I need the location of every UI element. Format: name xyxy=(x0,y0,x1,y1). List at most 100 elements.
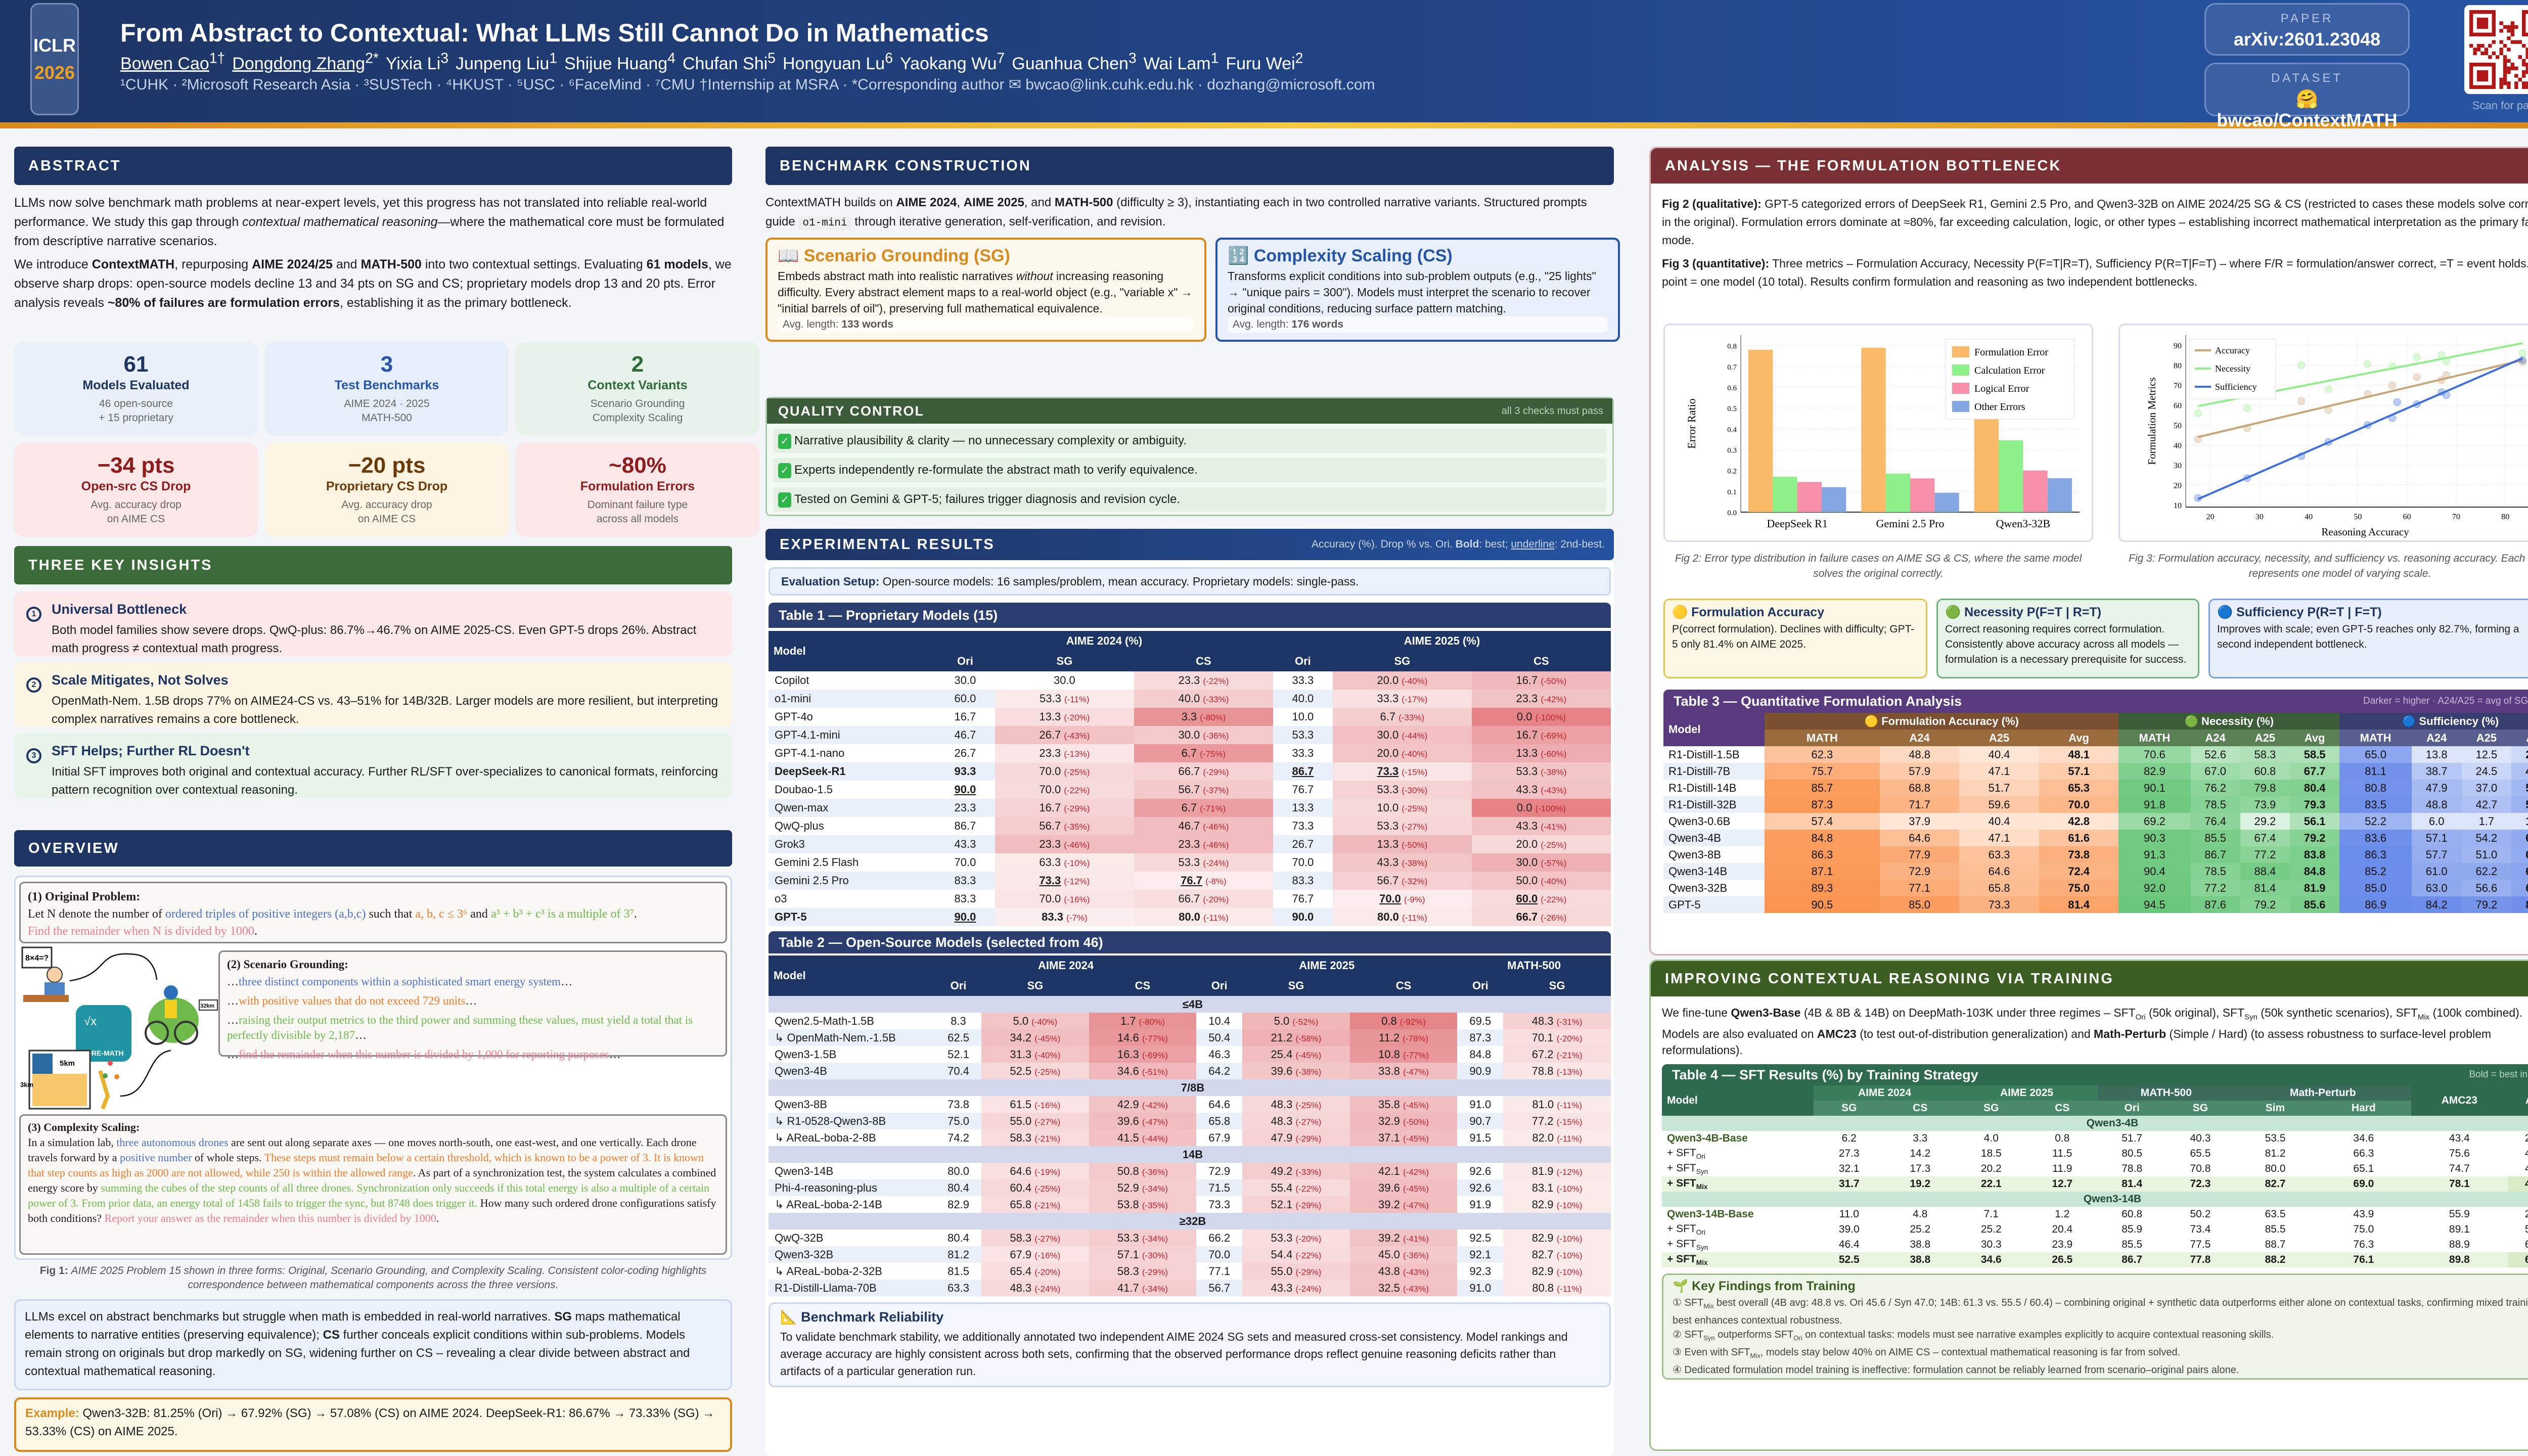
y-tick-label: 80 xyxy=(2174,361,2182,370)
table-cell: 48.1 xyxy=(2039,746,2119,763)
qr-module xyxy=(2507,85,2511,89)
table-cell: 90.4 xyxy=(2118,863,2191,880)
qr-module xyxy=(2503,74,2507,78)
table-row: Doubao-1.5 90.0 70.0 (-22%) 56.7 (-37%) 76.7… xyxy=(769,781,1611,799)
table-cell: 77.9 xyxy=(1879,846,1960,863)
qr-module xyxy=(2525,81,2528,85)
table-cell: 13.5 xyxy=(2511,813,2528,830)
table-cell: 73.3 xyxy=(1196,1196,1243,1213)
results-note: Accuracy (%). Drop % vs. Ori. xyxy=(1311,538,1456,550)
overview-summary: LLMs excel on abstract benchmarks but st… xyxy=(14,1299,732,1390)
qr-module xyxy=(2507,36,2511,40)
scatter-point xyxy=(2413,353,2421,361)
table-cell: 84.8 xyxy=(1765,830,1880,846)
table-cell: 66.3 xyxy=(2316,1146,2412,1161)
table-cell: 53.3 (-24%) xyxy=(1134,853,1273,872)
qr-module xyxy=(2507,25,2511,29)
table-cell: 87.3 xyxy=(1457,1029,1504,1046)
table-row: ↳ AReaL-boba-2-32B 81.5 65.4 (-20%) 58.3 (-… xyxy=(769,1263,1611,1280)
author: Yixia Li3 xyxy=(385,51,448,74)
x-tick-label: 30 xyxy=(2255,513,2264,521)
table-cell: 41.5 (-44%) xyxy=(1089,1129,1197,1146)
table-cell: 45.0 (-36%) xyxy=(1349,1246,1458,1263)
column-header: MATH xyxy=(2339,730,2412,746)
author: Guanhua Chen3 xyxy=(1012,51,1137,74)
metric-card-title: 🔵 Sufficiency P(R=T | F=T) xyxy=(2217,605,2382,619)
table-cell: 80.8 (-11%) xyxy=(1503,1280,1611,1296)
qr-module xyxy=(2525,51,2528,56)
table-cell: 87.3 xyxy=(1765,796,1880,813)
table-cell: 73.3 xyxy=(1273,817,1333,835)
table-cell: 70.0 (-25%) xyxy=(995,762,1134,781)
header-accent-bar xyxy=(0,122,2528,128)
ellipsis: … xyxy=(227,994,239,1007)
qr-code[interactable] xyxy=(2464,5,2528,94)
table-cell: 53.8 (-35%) xyxy=(1089,1196,1197,1213)
y-tick-label: 10 xyxy=(2174,502,2182,510)
model-name: + SFTOri xyxy=(1662,1146,1814,1161)
cs-positive: positive number xyxy=(120,1151,192,1164)
bar xyxy=(2023,470,2048,512)
table-cell: 70.8 xyxy=(2166,1161,2235,1176)
table-cell: 78.8 (-13%) xyxy=(1503,1063,1611,1079)
table-cell: 42.8 xyxy=(2039,813,2119,830)
column-group-header: 🔵 Sufficiency (%) xyxy=(2339,713,2528,730)
table-cell: 69.2 xyxy=(2118,813,2191,830)
column-header: Ori xyxy=(1457,976,1504,996)
qr-module xyxy=(2476,48,2481,52)
table-cell: 13.8 xyxy=(2411,746,2462,763)
table-cell: 31.7 xyxy=(1814,1176,1885,1192)
fig2-bar-chart: 0.0 0.1 0.2 0.3 0.4 0.5 0.6 0.7 0.8 Error Ratio De… xyxy=(1685,335,2080,530)
fig3-text: Three metrics – Formulation Accuracy, Ne… xyxy=(1662,257,2528,288)
table-4: Table 4 — SFT Results (%) by Training St… xyxy=(1662,1064,2528,1267)
paper-id: arXiv:2601.23048 xyxy=(2233,29,2381,50)
table-cell: 81.4 xyxy=(2039,896,2119,913)
key-findings-list: ① SFTMix best overall (4B avg: 48.8 vs. … xyxy=(1673,1296,2528,1377)
graph-icon xyxy=(108,1061,113,1066)
table-cell: 46.7 (-46%) xyxy=(1134,817,1273,835)
insight-text: Initial SFT improves both original and c… xyxy=(52,765,718,797)
table-cell: 60.0 (-22%) xyxy=(1471,890,1611,908)
stat-card: ~80% Formulation Errors Dominant failure t… xyxy=(516,443,759,537)
x-tick-label: 70 xyxy=(2452,513,2460,521)
length-label: Avg. length: xyxy=(1233,318,1292,330)
table-cell: 73.8 xyxy=(2039,846,2119,863)
dataset-link-badge[interactable]: DATASET 🤗 bwcao/ContextMATH xyxy=(2204,63,2410,130)
column-header: Ori xyxy=(1196,976,1243,996)
bar xyxy=(1910,478,1935,512)
table-cell: 60.4 xyxy=(2507,1237,2528,1252)
table-cell: 50.8 (-36%) xyxy=(1089,1163,1197,1179)
table-cell: 32.9 (-50%) xyxy=(1349,1113,1458,1129)
table-row: ↳ R1-0528-Qwen3-8B 75.0 55.0 (-27%) 39.6 (-… xyxy=(769,1113,1611,1129)
model-name: R1-Distill-7B xyxy=(1663,763,1765,780)
paper-link-badge[interactable]: PAPER arXiv:2601.23048 xyxy=(2204,3,2410,56)
figure-caption-text: AIME 2025 Problem 15 shown in three form… xyxy=(71,1265,707,1291)
table-cell: 46.3 xyxy=(1196,1046,1243,1063)
column-header: Ori xyxy=(935,651,995,671)
table-cell: 77.5 xyxy=(2166,1237,2235,1252)
table-row: + SFTMix 31.7 19.2 22.1 12.7 81.4 72.3 82.7 69.0… xyxy=(1662,1176,2528,1192)
table-4-caption: Table 4 — SFT Results (%) by Training St… xyxy=(1672,1067,1978,1082)
table-cell: 40.0 (-33%) xyxy=(1134,690,1273,708)
qr-code-icon xyxy=(2469,10,2528,89)
model-name: Qwen3-8B xyxy=(769,1096,935,1113)
table-cell: 82.7 xyxy=(2234,1176,2316,1192)
qr-module xyxy=(2514,81,2518,85)
table-row: Qwen2.5-Math-1.5B 8.3 5.0 (-40%) 1.7 (-80%)… xyxy=(769,1013,1611,1029)
table-cell: 85.6 xyxy=(2290,896,2340,913)
group-row: 7/8B xyxy=(769,1079,1611,1096)
overview-illustration: 8×4=? √x CORE-MATH 32km 5km 3km xyxy=(20,946,218,1110)
x-tick-label: Gemini 2.5 Pro xyxy=(1876,517,1944,530)
table-cell: 76.3 xyxy=(2316,1237,2412,1252)
insight-text: Both model families show severe drops. Q… xyxy=(52,623,697,655)
qr-module xyxy=(2510,21,2515,25)
cs-text: of whole steps. xyxy=(192,1151,264,1164)
qr-module xyxy=(2499,48,2503,52)
table-cell: 83.8 xyxy=(2290,846,2340,863)
column-header: CS xyxy=(1089,976,1197,996)
model-name: GPT-5 xyxy=(1663,896,1765,913)
table-row: GPT-5 90.0 83.3 (-7%) 80.0 (-11%) 90.0 80.0 (… xyxy=(769,908,1611,926)
table-cell: 75.7 xyxy=(1765,763,1880,780)
scatter-point xyxy=(2364,360,2372,368)
group-label: 14B xyxy=(769,1146,1611,1163)
